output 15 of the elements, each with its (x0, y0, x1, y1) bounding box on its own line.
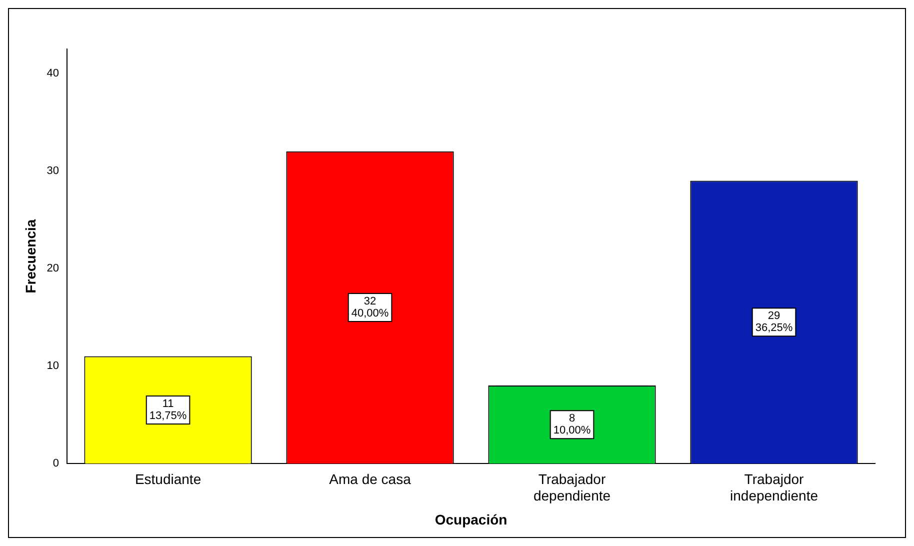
x-axis-title: Ocupación (434, 511, 508, 528)
x-tick-label: Trabajador dependiente (533, 470, 611, 504)
data-label: 11 13,75% (149, 398, 187, 422)
y-tick-label: 40 (46, 67, 60, 80)
y-axis-title: Frecuencia (22, 219, 38, 294)
x-tick-label: Ama de casa (329, 470, 412, 487)
data-label: 8 10,00% (553, 412, 591, 437)
x-tick-label: Trabajdor independiente (730, 470, 818, 504)
data-label: 32 40,00% (351, 296, 389, 320)
x-tick-label: Estudiante (134, 470, 202, 487)
y-tick-label: 30 (46, 164, 60, 177)
data-label: 29 36,25% (755, 310, 793, 334)
y-tick-label: 10 (46, 360, 60, 372)
y-tick-label: 0 (52, 458, 60, 470)
y-tick-label: 20 (46, 262, 60, 275)
